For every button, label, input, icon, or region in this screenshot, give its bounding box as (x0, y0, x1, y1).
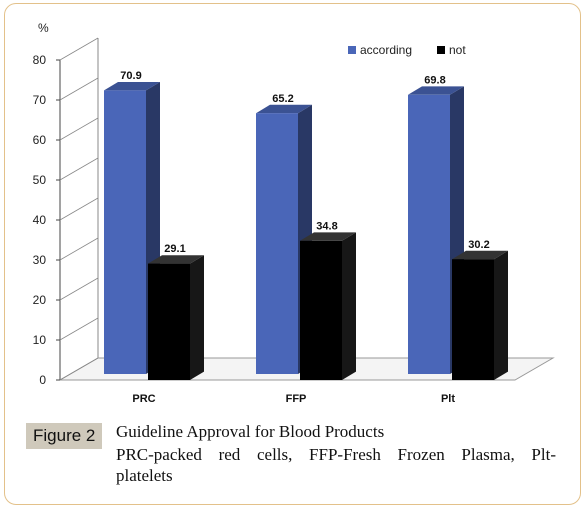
y-tick-label: 0 (39, 373, 46, 387)
bar-side (342, 232, 356, 380)
data-label-not-Plt: 30.2 (468, 239, 489, 251)
y-depth-line (59, 237, 99, 261)
data-label-according-Plt: 69.8 (424, 74, 445, 86)
y-depth-line (59, 197, 99, 221)
bar-front (104, 90, 146, 375)
bar-top (148, 255, 204, 264)
bar-front (256, 113, 298, 374)
figure-description-line-1: PRC-packed red cells, FFP-Fresh Frozen P… (116, 445, 556, 464)
data-label-not-FFP: 34.8 (316, 220, 337, 232)
figure-description: PRC-packed red cells, FFP-Fresh Frozen P… (116, 444, 556, 486)
bar-front (300, 240, 342, 380)
figure-description-line-2: platelets (116, 466, 173, 485)
figure-title: Guideline Approval for Blood Products (116, 422, 385, 441)
y-tick-label: 10 (33, 333, 47, 347)
category-label-Plt: Plt (441, 393, 455, 405)
y-depth-line (59, 37, 99, 61)
y-depth-line (59, 277, 99, 301)
category-label-FFP: FFP (286, 393, 307, 405)
y-depth-line (59, 157, 99, 181)
y-tick-label: 50 (33, 173, 47, 187)
figure-label: Figure 2 (26, 423, 103, 449)
legend-swatch-according (348, 46, 356, 54)
data-label-according-FFP: 65.2 (272, 93, 293, 105)
legend-swatch-not (437, 46, 445, 54)
data-label-not-PRC: 29.1 (164, 243, 185, 255)
y-tick-label: 20 (33, 293, 47, 307)
data-label-according-PRC: 70.9 (120, 70, 141, 82)
bar-top (452, 250, 508, 260)
legend-label-not: not (449, 43, 466, 57)
bar-top (300, 232, 356, 241)
bar-not-FFP: 34.8 (300, 220, 356, 380)
y-axis-label: % (38, 21, 49, 35)
legend: according not (348, 43, 466, 57)
bar-not-PRC: 29.1 (148, 243, 204, 380)
bar-top (256, 104, 312, 114)
bar-front (408, 94, 450, 375)
category-label-PRC: PRC (132, 393, 155, 405)
bar-chart: 0 10 20 30 40 50 60 70 80 % 70.9 29.1 65.2 34.8 69.8… (33, 21, 555, 405)
bar-front (148, 263, 190, 380)
y-tick-label: 30 (33, 253, 47, 267)
y-tick-label: 60 (33, 133, 47, 147)
bar-top (104, 82, 160, 91)
y-tick-label: 40 (33, 213, 47, 227)
y-tick-label: 70 (33, 93, 47, 107)
category-labels: PRC FFP Plt (132, 393, 455, 405)
bar-top (408, 86, 464, 95)
legend-label-according: according (360, 43, 412, 57)
bar-side (190, 255, 204, 380)
bars: 70.9 29.1 65.2 34.8 69.8 30.2 (104, 70, 508, 380)
y-axis-ticks: 0 10 20 30 40 50 60 70 80 (33, 37, 99, 387)
bar-front (452, 259, 494, 380)
y-depth-line (59, 357, 99, 381)
y-depth-line (59, 117, 99, 141)
y-tick-label: 80 (33, 53, 47, 67)
y-depth-line (59, 77, 99, 101)
y-depth-line (59, 317, 99, 341)
bar-side (494, 250, 508, 380)
bar-not-Plt: 30.2 (452, 239, 508, 380)
